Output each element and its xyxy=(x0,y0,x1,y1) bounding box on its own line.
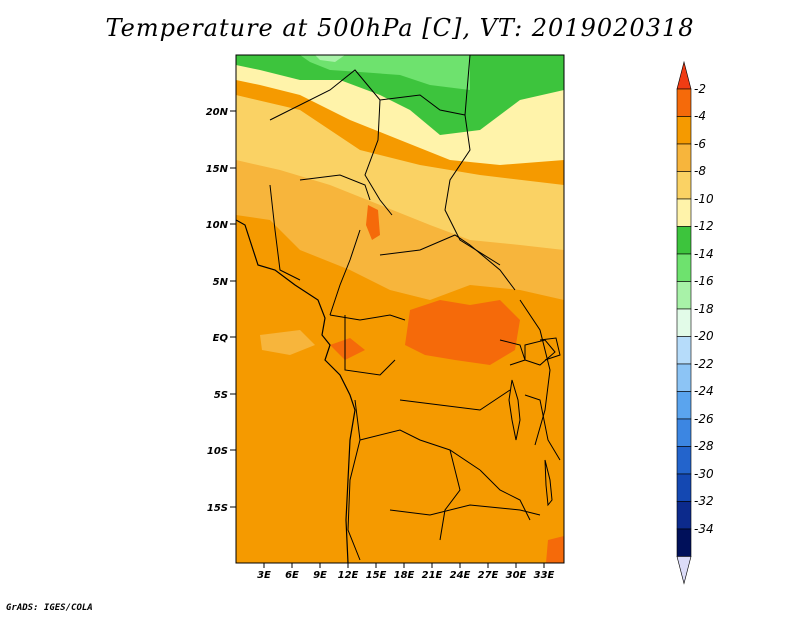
field-band-green xyxy=(236,55,564,135)
colorbar-segment xyxy=(676,391,692,420)
country-borders xyxy=(269,55,561,561)
lat-label: 15S xyxy=(207,503,228,514)
colorbar-segment xyxy=(676,88,692,117)
lake-tanganyika xyxy=(508,379,521,441)
lake-malawi xyxy=(544,459,553,507)
colorbar-bottom-arrow xyxy=(676,556,692,585)
colorbar-segment xyxy=(676,116,692,145)
lat-axis: 20N 15N 10N 5N EQ 5S 10S 15S xyxy=(206,107,236,514)
lon-label: 12E xyxy=(338,570,359,581)
colorbar-segment xyxy=(676,418,692,447)
colorbar-label: -20 xyxy=(694,329,714,343)
colorbar-segment xyxy=(676,446,692,475)
colorbar-segment xyxy=(676,501,692,530)
field-warm-core xyxy=(405,300,520,365)
colorbar-top-arrow xyxy=(676,60,692,90)
colorbar-segment xyxy=(676,171,692,200)
lake-victoria xyxy=(524,339,556,366)
lon-label: 33E xyxy=(534,570,555,581)
colorbar-segment xyxy=(676,226,692,255)
colorbar-label: -12 xyxy=(694,219,714,233)
colorbar-segment xyxy=(676,528,692,557)
lon-label: 30E xyxy=(506,570,527,581)
field-warm-patch-north xyxy=(366,205,380,240)
field-warm-patch-south xyxy=(546,536,564,563)
coastline xyxy=(236,219,356,563)
colorbar-segment xyxy=(676,198,692,227)
lon-axis: 3E 6E 9E 12E 15E 18E 21E 24E 27E 30E 33E xyxy=(257,563,555,581)
field-band-pale-green xyxy=(315,55,345,62)
map-frame xyxy=(235,54,565,564)
lon-label: 6E xyxy=(285,570,299,581)
colorbar-label: -8 xyxy=(694,164,706,178)
lat-label: 20N xyxy=(206,107,229,118)
colorbar-segment xyxy=(676,281,692,310)
colorbar-label: -18 xyxy=(694,302,714,316)
colorbar-label: -24 xyxy=(694,384,714,398)
colorbar-labels: -2 -4 -6 -8 -10 -12 -14 -16 -18 -20 -22 … xyxy=(694,82,714,536)
credit-text: GrADS: IGES/COLA xyxy=(6,603,93,613)
field-warm-patch-west xyxy=(330,338,365,360)
lat-label: 10N xyxy=(206,220,229,231)
lat-label: 5N xyxy=(213,277,229,288)
colorbar-segment xyxy=(676,336,692,365)
lat-label: EQ xyxy=(213,333,229,344)
lon-label: 27E xyxy=(478,570,499,581)
lon-label: 15E xyxy=(366,570,387,581)
colorbar-label: -4 xyxy=(694,109,706,123)
colorbar-label: -6 xyxy=(694,137,706,151)
colorbar-label: -10 xyxy=(694,192,714,206)
colorbar-label: -32 xyxy=(694,494,714,508)
lat-label: 5S xyxy=(214,390,228,401)
colorbar-label: -14 xyxy=(694,247,714,261)
lon-label: 3E xyxy=(257,570,271,581)
colorbar xyxy=(676,60,692,585)
colorbar-label: -22 xyxy=(694,357,714,371)
field-band-light-green xyxy=(300,55,470,90)
colorbar-segment xyxy=(676,143,692,172)
lon-label: 21E xyxy=(422,570,443,581)
colorbar-label: -2 xyxy=(694,82,706,96)
lat-label: 15N xyxy=(206,164,229,175)
colorbar-segment xyxy=(676,253,692,282)
chart-title: Temperature at 500hPa [C], VT: 201902031… xyxy=(105,14,695,42)
field-band-light-orange xyxy=(236,150,564,300)
lat-label: 10S xyxy=(207,446,228,457)
colorbar-segment xyxy=(676,308,692,337)
colorbar-segment xyxy=(676,473,692,502)
colorbar-label: -34 xyxy=(694,522,714,536)
lon-label: 24E xyxy=(450,570,471,581)
colorbar-label: -16 xyxy=(694,274,714,288)
colorbar-label: -28 xyxy=(694,439,714,453)
map-plot xyxy=(236,55,564,563)
colorbar-label: -30 xyxy=(694,467,714,481)
lon-label: 9E xyxy=(313,570,327,581)
field-band-yellow xyxy=(236,95,564,250)
field-light-patch-west xyxy=(260,330,315,355)
lon-label: 18E xyxy=(394,570,415,581)
colorbar-label: -26 xyxy=(694,412,714,426)
colorbar-segment xyxy=(676,363,692,392)
